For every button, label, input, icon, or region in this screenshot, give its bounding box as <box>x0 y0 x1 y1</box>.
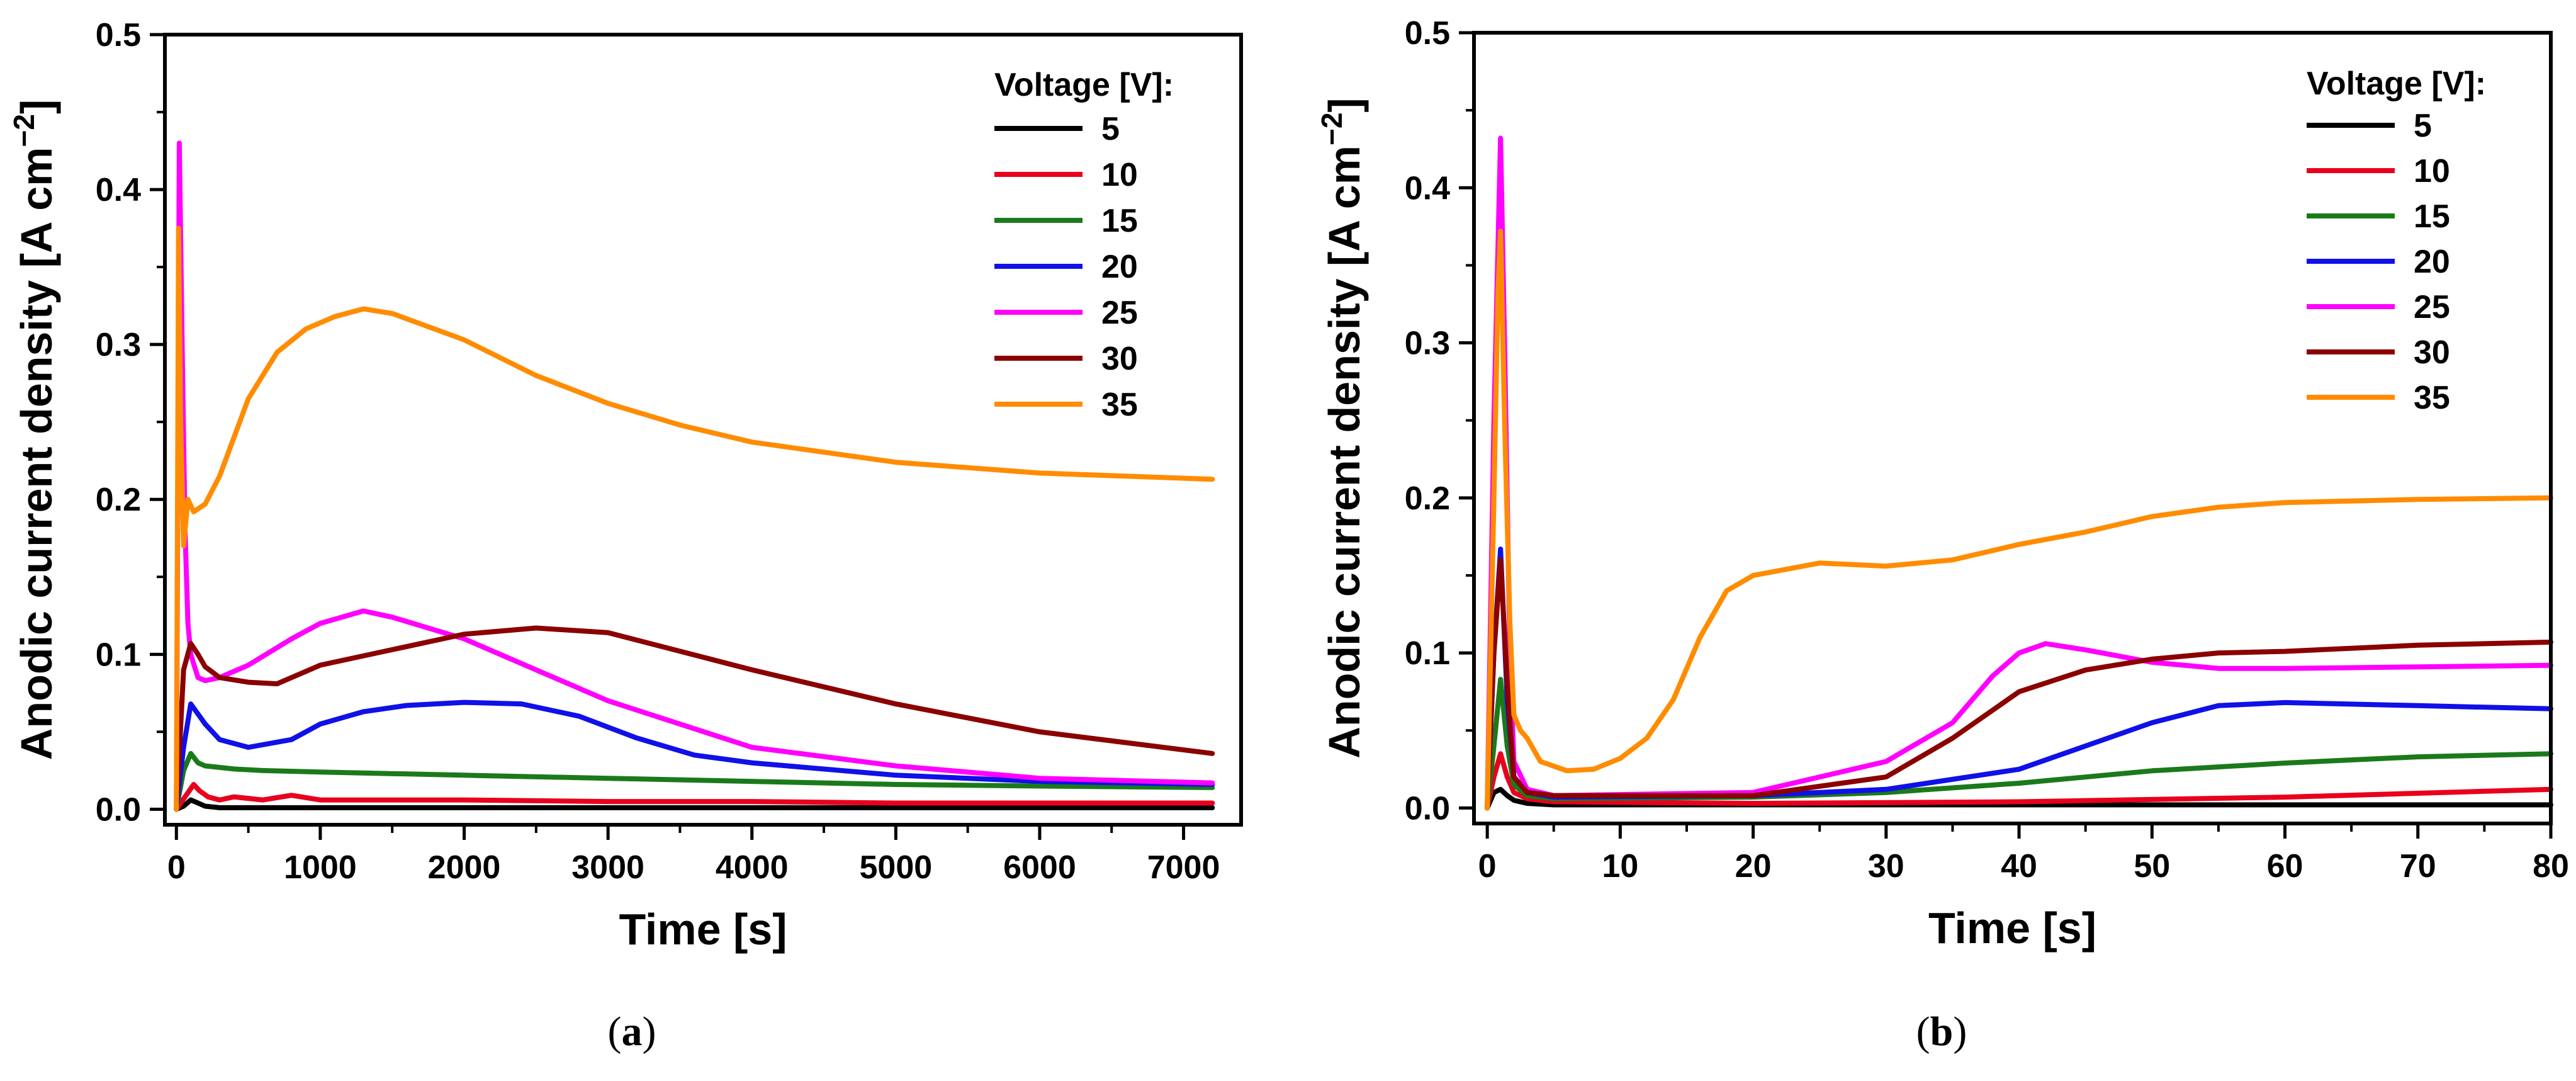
y-tick-label: 0.4 <box>96 172 141 208</box>
panel-caption: (a) <box>608 1009 656 1055</box>
legend-title: Voltage [V]: <box>2307 65 2486 102</box>
x-tick-label: 30 <box>1868 848 1904 885</box>
legend-title: Voltage [V]: <box>994 67 1174 103</box>
series-line-30v <box>174 625 1215 812</box>
y-axis-title-text: Anodic current density [A cm <box>1320 145 1369 759</box>
legend-label-30v: 30 <box>2414 334 2450 371</box>
y-axis-title-text: Anodic current density [A cm <box>12 147 61 761</box>
y-tick-label: 0.5 <box>1405 15 1450 52</box>
x-tick-label: 0 <box>167 849 186 886</box>
y-tick-label: 0.4 <box>1405 170 1450 207</box>
y-tick-label: 0.3 <box>1405 325 1450 362</box>
series-line-5v <box>174 797 1215 812</box>
y-tick-label: 0.3 <box>96 327 141 363</box>
x-tick-label: 60 <box>2267 848 2303 885</box>
legend-label-30v: 30 <box>1101 341 1138 377</box>
panel-caption: (b) <box>1916 1009 1967 1055</box>
legend-label-15v: 15 <box>2414 198 2450 235</box>
y-axis-title-superscript: −2 <box>1315 113 1348 145</box>
x-tick-label: 2000 <box>428 849 501 886</box>
legend-label-25v: 25 <box>2414 289 2450 325</box>
caption-close-paren: ) <box>643 1009 656 1055</box>
y-axis-title-close: ] <box>12 99 61 114</box>
caption-open-paren: ( <box>1916 1009 1930 1055</box>
legend-label-10v: 10 <box>1101 157 1138 193</box>
y-tick-label: 0.5 <box>96 17 141 54</box>
series-line-35v <box>174 225 1215 812</box>
series-line-35v <box>1485 229 2553 811</box>
y-tick-label: 0.2 <box>1405 480 1450 517</box>
caption-letter: b <box>1930 1009 1954 1055</box>
y-tick-label: 0.0 <box>96 791 141 828</box>
y-axis-title: Anodic current density [A cm−2] <box>8 99 61 760</box>
y-tick-label: 0.2 <box>96 482 141 518</box>
y-tick-label: 0.0 <box>1405 790 1450 827</box>
y-tick-label: 0.1 <box>1405 635 1450 672</box>
legend-label-10v: 10 <box>2414 153 2450 190</box>
x-tick-label: 3000 <box>571 849 644 886</box>
x-tick-label: 50 <box>2134 848 2170 885</box>
caption-open-paren: ( <box>608 1009 622 1055</box>
x-tick-label: 10 <box>1602 848 1638 885</box>
x-tick-label: 6000 <box>1003 849 1076 886</box>
series-line-25v <box>174 140 1215 812</box>
series-line-30v <box>1485 557 2553 811</box>
legend-label-20v: 20 <box>2414 244 2450 280</box>
series-line-20v <box>174 699 1215 812</box>
legend-label-20v: 20 <box>1101 249 1138 285</box>
panel-a: 0 1000 2000 3000 4000 5000 6000 7000 0.0 0.1 0.2 0.… <box>8 17 1243 1055</box>
x-tick-label: 70 <box>2400 848 2436 885</box>
legend-label-35v: 35 <box>1101 387 1138 423</box>
legend-label-35v: 35 <box>2414 380 2450 416</box>
series-line-10v <box>1485 751 2553 811</box>
legend-label-25v: 25 <box>1101 295 1138 331</box>
series-line-10v <box>174 782 1215 812</box>
legend-label-5v: 5 <box>1101 111 1120 147</box>
x-axis-title: Time [s] <box>619 905 787 954</box>
x-tick-label: 1000 <box>284 849 357 886</box>
x-tick-label: 7000 <box>1147 849 1220 886</box>
panel-b: 0 10 20 30 40 50 60 70 80 0.0 0.1 0.2 0.3 0.4 0.5 Time … <box>1315 15 2569 1055</box>
x-tick-label: 20 <box>1735 848 1772 885</box>
x-tick-label: 0 <box>1478 848 1497 885</box>
x-axis-title: Time [s] <box>1928 903 2096 953</box>
x-tick-label: 80 <box>2533 848 2569 885</box>
x-tick-label: 40 <box>2001 848 2037 885</box>
caption-close-paren: ) <box>1953 1009 1967 1055</box>
plot-frame <box>163 33 1243 827</box>
y-tick-label: 0.1 <box>96 637 141 673</box>
y-axis-title: Anodic current density [A cm−2] <box>1315 98 1369 758</box>
plot-frame <box>1472 31 2553 825</box>
caption-letter: a <box>622 1009 643 1055</box>
series-line-5v <box>1485 786 2553 811</box>
x-tick-label: 4000 <box>716 849 789 886</box>
y-axis-title-close: ] <box>1320 98 1369 112</box>
legend-label-5v: 5 <box>2414 108 2432 144</box>
series-line-15v <box>174 750 1215 812</box>
y-axis-title-superscript: −2 <box>8 114 40 147</box>
x-tick-label: 5000 <box>859 849 932 886</box>
legend-label-15v: 15 <box>1101 203 1138 239</box>
